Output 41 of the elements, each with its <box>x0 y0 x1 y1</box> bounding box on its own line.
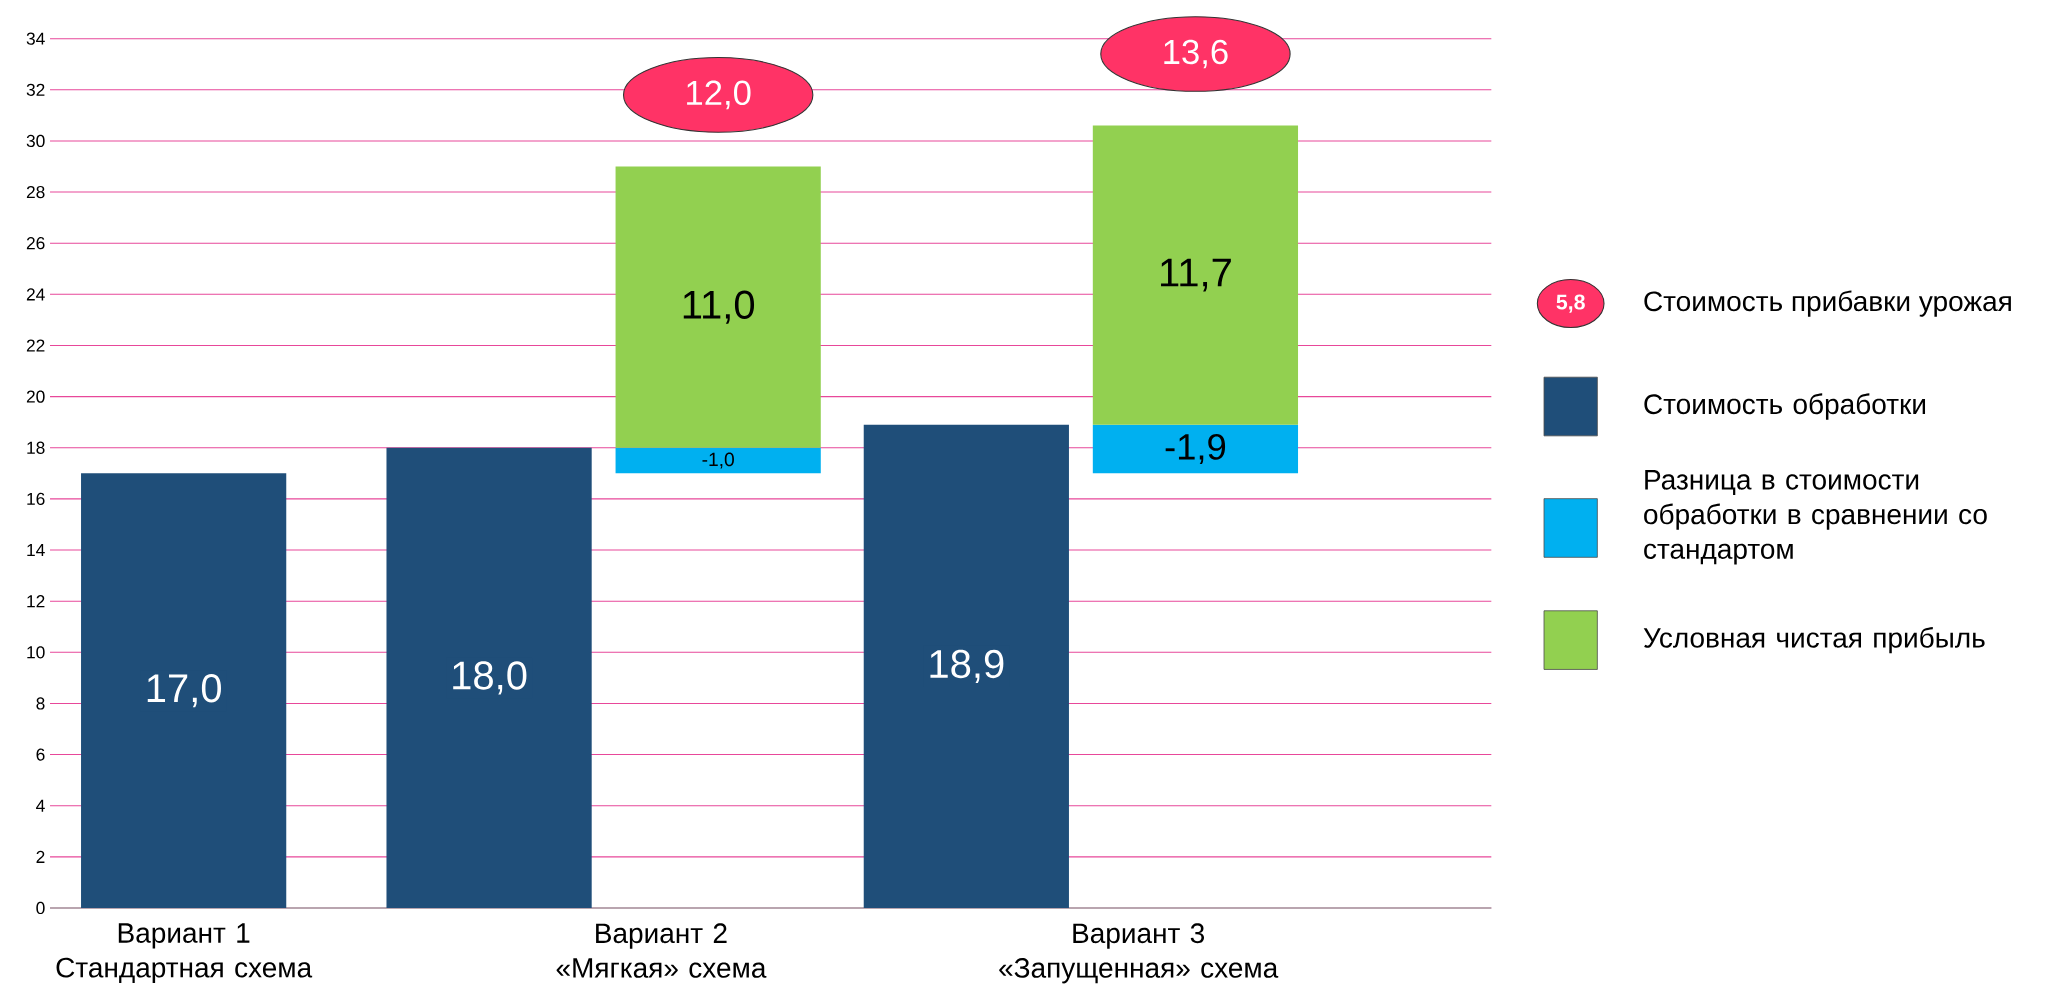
y-tick-label: 26 <box>26 237 45 250</box>
x-tick-label: Вариант 2 «Мягкая» схема <box>556 923 767 978</box>
bar <box>615 447 821 474</box>
y-tick-label: 10 <box>27 646 45 659</box>
x-tick-label: Вариант 1 Стандартная схема <box>56 923 313 984</box>
y-tick-label: 22 <box>26 339 45 352</box>
y-tick-label: 6 <box>36 748 45 761</box>
annotation: 12,0 <box>687 80 751 110</box>
y-tick-label: 18 <box>27 441 45 454</box>
legend-label: Условная чистая прибыль <box>1643 626 1985 654</box>
bar <box>386 447 592 908</box>
legend-label: Стоимость обработки <box>1644 393 1926 420</box>
data-label: -1,9 <box>1165 433 1226 465</box>
bar <box>863 424 1069 908</box>
data-label: 11,7 <box>1161 258 1231 292</box>
data-label: -1,0 <box>702 452 734 469</box>
y-tick-label: 24 <box>26 288 45 301</box>
y-tick-label: 12 <box>27 595 45 608</box>
bar <box>615 166 821 448</box>
data-label: 17,0 <box>147 674 221 708</box>
y-tick-label: 30 <box>26 134 45 148</box>
y-tick-label: 0 <box>36 901 45 915</box>
y-tick-label: 2 <box>36 850 45 863</box>
text: Стоимость прибавки урожая <box>1644 290 2011 317</box>
bar <box>1092 125 1299 425</box>
data-label: 11,0 <box>683 290 755 324</box>
y-tick-label: 14 <box>27 544 45 556</box>
y-tick-label: 34 <box>26 32 45 45</box>
y-tick-label: 20 <box>26 390 45 403</box>
y-tick-label: 8 <box>36 697 45 710</box>
y-tick-label: 4 <box>36 799 45 812</box>
y-tick-label: 28 <box>26 185 45 199</box>
legend-label: Разница в стоимости обработки в сравнении со стандартом <box>1644 470 1987 565</box>
data-label: 18,0 <box>453 661 527 695</box>
x-tick-label: Вариант 3 «Запущенная» схема <box>999 923 1279 984</box>
annotation: 13,6 <box>1164 39 1228 69</box>
data-label: 18,9 <box>930 649 1004 683</box>
y-tick-label: 32 <box>26 83 45 96</box>
bar <box>1092 424 1299 474</box>
text: 5,8 <box>1556 294 1585 313</box>
y-tick-label: 16 <box>27 492 45 506</box>
